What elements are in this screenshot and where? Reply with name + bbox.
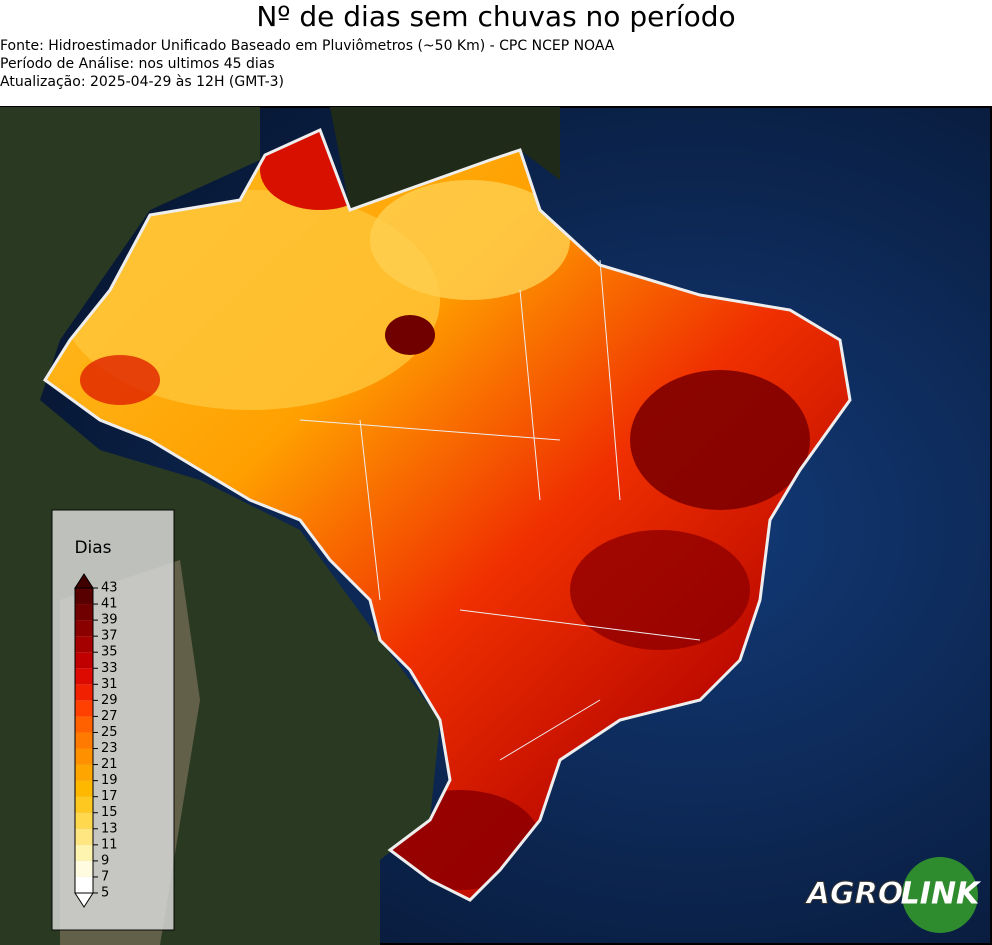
colorbar-tick-label: 35 <box>101 645 118 660</box>
colorbar-bin <box>75 652 93 669</box>
colorbar-bin <box>75 828 93 845</box>
colorbar-tick-label: 13 <box>101 821 118 836</box>
colorbar-tick-label: 43 <box>101 581 118 596</box>
colorbar-bin <box>75 732 93 749</box>
state-borders <box>299 259 701 761</box>
logo-circle <box>902 857 978 933</box>
colorbar-tick-label: 33 <box>101 661 118 676</box>
colorbar-bin <box>75 812 93 829</box>
colorbar-tick-label: 15 <box>101 805 118 820</box>
colorbar-bin <box>75 684 93 701</box>
colorbar-bin <box>75 780 93 797</box>
colorbar-tick-label: 9 <box>101 853 109 868</box>
colorbar-tick-label: 29 <box>101 693 118 708</box>
colorbar-tick-label: 31 <box>101 677 118 692</box>
colorbar-tick-label: 5 <box>101 886 109 901</box>
colorbar-bin <box>75 796 93 813</box>
logo: LINK <box>901 877 982 912</box>
legend-box <box>51 509 175 931</box>
colorbar-tick-label: 27 <box>101 709 118 724</box>
colorbar-bin <box>75 716 93 733</box>
colorbar-tick-label: 37 <box>101 629 118 644</box>
subtitle: Fonte: Hidroestimador Unificado Baseado … <box>0 38 615 54</box>
colorbar-tick-label: 21 <box>101 757 118 772</box>
colorbar-tick-label: 11 <box>101 837 118 852</box>
colorbar-bin <box>75 748 93 765</box>
logo: AGRO <box>805 877 903 912</box>
colorbar-tick-label: 41 <box>101 597 118 612</box>
colorbar-bin <box>75 604 93 621</box>
colorbar-frame <box>74 587 94 894</box>
colorbar-bin <box>75 844 93 861</box>
subtitle: Atualização: 2025-04-29 às 12H (GMT-3) <box>0 74 284 90</box>
subtitle: Período de Análise: nos ultimos 45 dias <box>0 56 275 72</box>
colorbar-tick-label: 17 <box>101 789 118 804</box>
colorbar-bin <box>75 588 93 605</box>
colorbar-bin <box>75 764 93 781</box>
colorbar-tick-label: 25 <box>101 725 118 740</box>
colorbar-tick-label: 19 <box>101 773 118 788</box>
colorbar-tick-label: 23 <box>101 741 118 756</box>
map-title: Nº de dias sem chuvas no período <box>256 0 736 33</box>
colorbar-bin <box>75 700 93 717</box>
land <box>330 107 560 210</box>
legend-title: Dias <box>74 538 111 558</box>
colorbar-bin <box>75 636 93 653</box>
colorbar-bin <box>75 876 93 893</box>
colorbar-bin <box>75 860 93 877</box>
colorbar-bin <box>75 668 93 685</box>
colorbar-tick-label: 39 <box>101 613 118 628</box>
colorbar-tick-label: 7 <box>101 869 109 884</box>
colorbar-bin <box>75 620 93 637</box>
